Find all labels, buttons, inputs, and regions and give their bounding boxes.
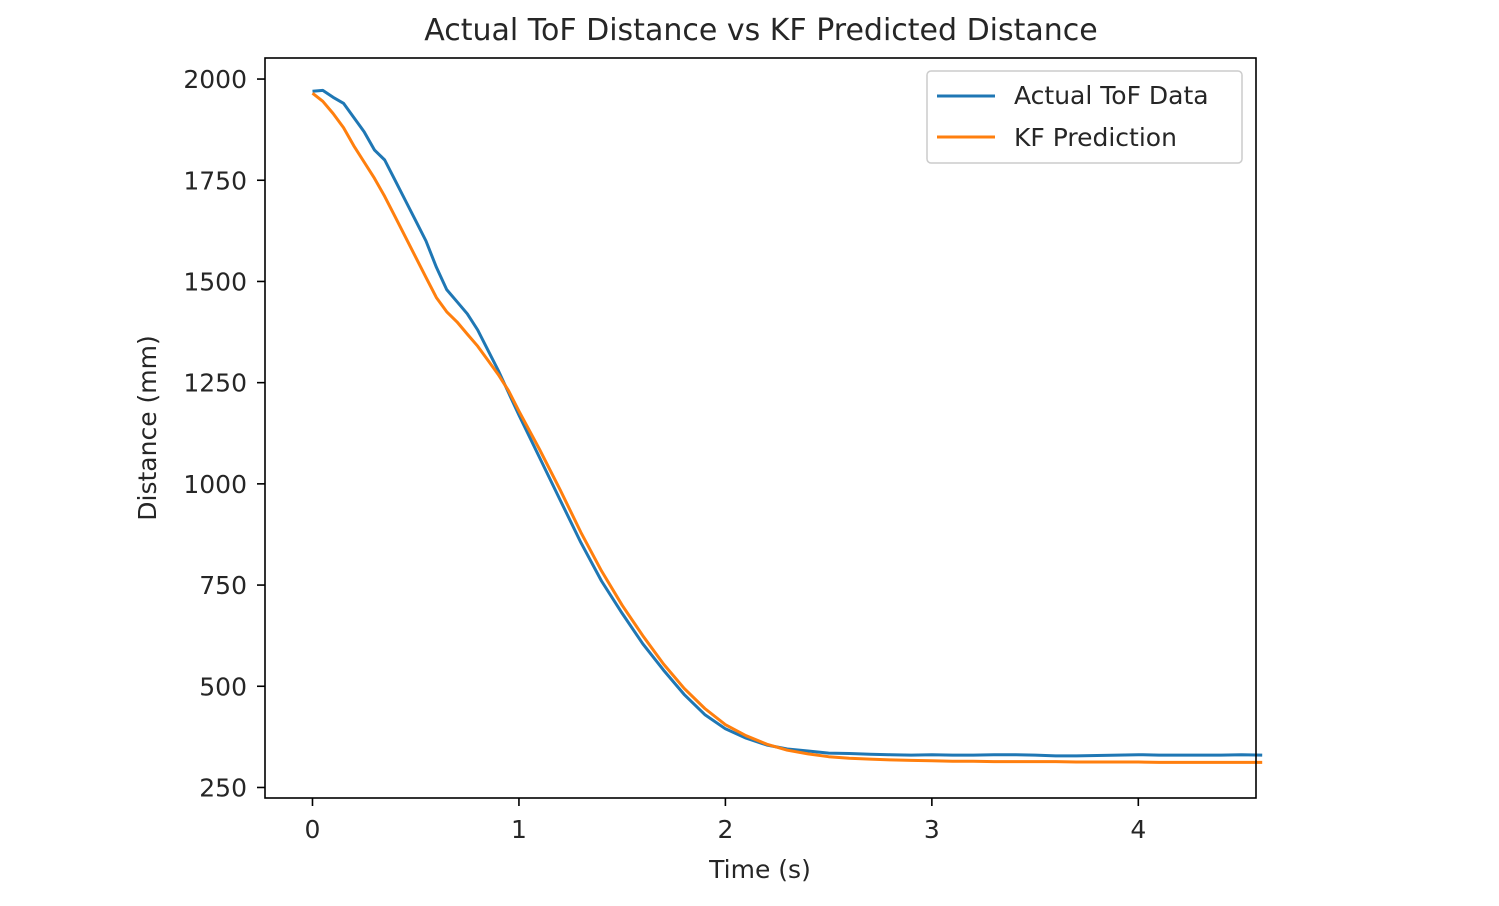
legend-label-actual-tof: Actual ToF Data: [1014, 81, 1209, 110]
y-tick-label: 1250: [183, 369, 247, 398]
chart-title: Actual ToF Distance vs KF Predicted Dist…: [424, 13, 1098, 48]
legend-label-kf-prediction: KF Prediction: [1014, 123, 1177, 152]
series-layer: [311, 88, 1263, 764]
y-tick-label: 1750: [183, 166, 247, 195]
x-tick-label: 0: [305, 815, 321, 844]
x-tick-label: 1: [511, 815, 527, 844]
y-tick-label: 500: [199, 672, 247, 701]
y-axis: 250 500 750 1000 1250 1500 1750 2000: [183, 65, 265, 802]
y-tick-label: 1500: [183, 267, 247, 296]
y-tick-label: 250: [199, 773, 247, 802]
y-tick-label: 2000: [183, 65, 247, 94]
y-axis-label: Distance (mm): [133, 335, 162, 520]
plot-area-frame: [264, 57, 1257, 799]
x-tick-label: 2: [717, 815, 733, 844]
series-line-actual-tof-data: [312, 88, 1263, 758]
x-tick-label: 3: [924, 815, 940, 844]
y-tick-label: 750: [199, 571, 247, 600]
legend-box: [926, 70, 1243, 164]
series-line-kf-prediction: [311, 92, 1263, 764]
y-tick-label: 1000: [183, 470, 247, 499]
x-tick-label: 4: [1130, 815, 1146, 844]
x-axis-label: Time (s): [708, 855, 811, 884]
legend: Actual ToF Data KF Prediction: [926, 70, 1243, 164]
x-axis: 0 1 2 3 4: [305, 798, 1146, 844]
